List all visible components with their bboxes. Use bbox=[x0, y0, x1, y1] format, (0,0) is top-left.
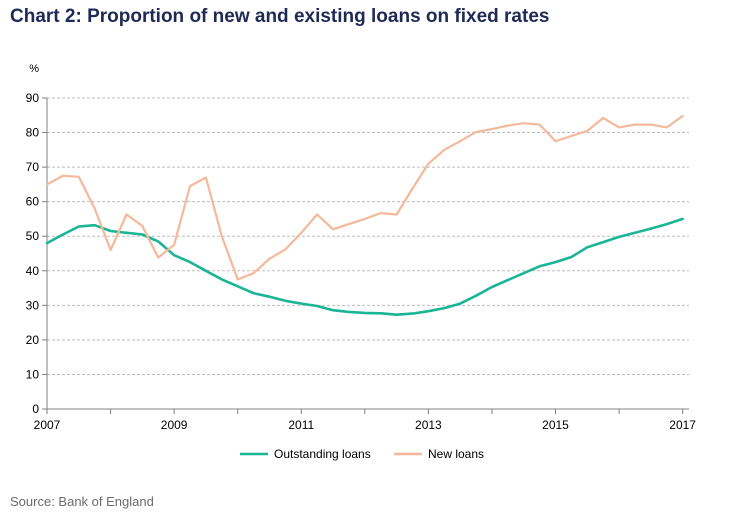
y-tick-label-40: 40 bbox=[26, 264, 40, 278]
new-loans-line bbox=[45, 114, 684, 281]
y-tick-label-20: 20 bbox=[26, 333, 40, 347]
legend-label-new-loans: New loans bbox=[428, 447, 484, 461]
y-tick-label-60: 60 bbox=[26, 195, 40, 209]
legend: Outstanding loans New loans bbox=[240, 447, 484, 461]
y-tick-label-0: 0 bbox=[32, 402, 39, 416]
x-tick-label-2011: 2011 bbox=[288, 418, 314, 432]
x-axis-ticks: 2007 2009 2011 2013 2015 2017 bbox=[34, 409, 696, 432]
x-tick-label-2013: 2013 bbox=[415, 418, 442, 432]
y-tick-label-10: 10 bbox=[26, 367, 40, 381]
line-chart: 0 10 20 30 40 50 60 70 80 90% 2007 2009 2011 2013 201… bbox=[26, 63, 697, 461]
y-tick-label-70: 70 bbox=[26, 160, 40, 174]
source-note: Source: Bank of England bbox=[10, 494, 154, 509]
gridlines bbox=[47, 97, 689, 375]
y-axis-ticks: 0 10 20 30 40 50 60 70 80 90% bbox=[26, 63, 47, 416]
legend-label-outstanding-loans: Outstanding loans bbox=[274, 447, 371, 461]
axes bbox=[46, 98, 689, 410]
x-tick-label-2007: 2007 bbox=[34, 418, 61, 432]
x-tick-label-2017: 2017 bbox=[669, 418, 696, 432]
chart-title: Chart 2: Proportion of new and existing … bbox=[10, 6, 550, 27]
y-tick-label-90: 90 bbox=[26, 91, 40, 105]
outstanding-loans-line bbox=[45, 217, 684, 317]
x-tick-label-2009: 2009 bbox=[161, 418, 188, 432]
x-tick-label-2015: 2015 bbox=[542, 418, 569, 432]
y-tick-label-30: 30 bbox=[26, 298, 40, 312]
series-lines bbox=[45, 114, 684, 317]
y-tick-label-50: 50 bbox=[26, 229, 40, 243]
y-unit-label: % bbox=[29, 63, 39, 75]
y-tick-label-80: 80 bbox=[26, 126, 40, 140]
